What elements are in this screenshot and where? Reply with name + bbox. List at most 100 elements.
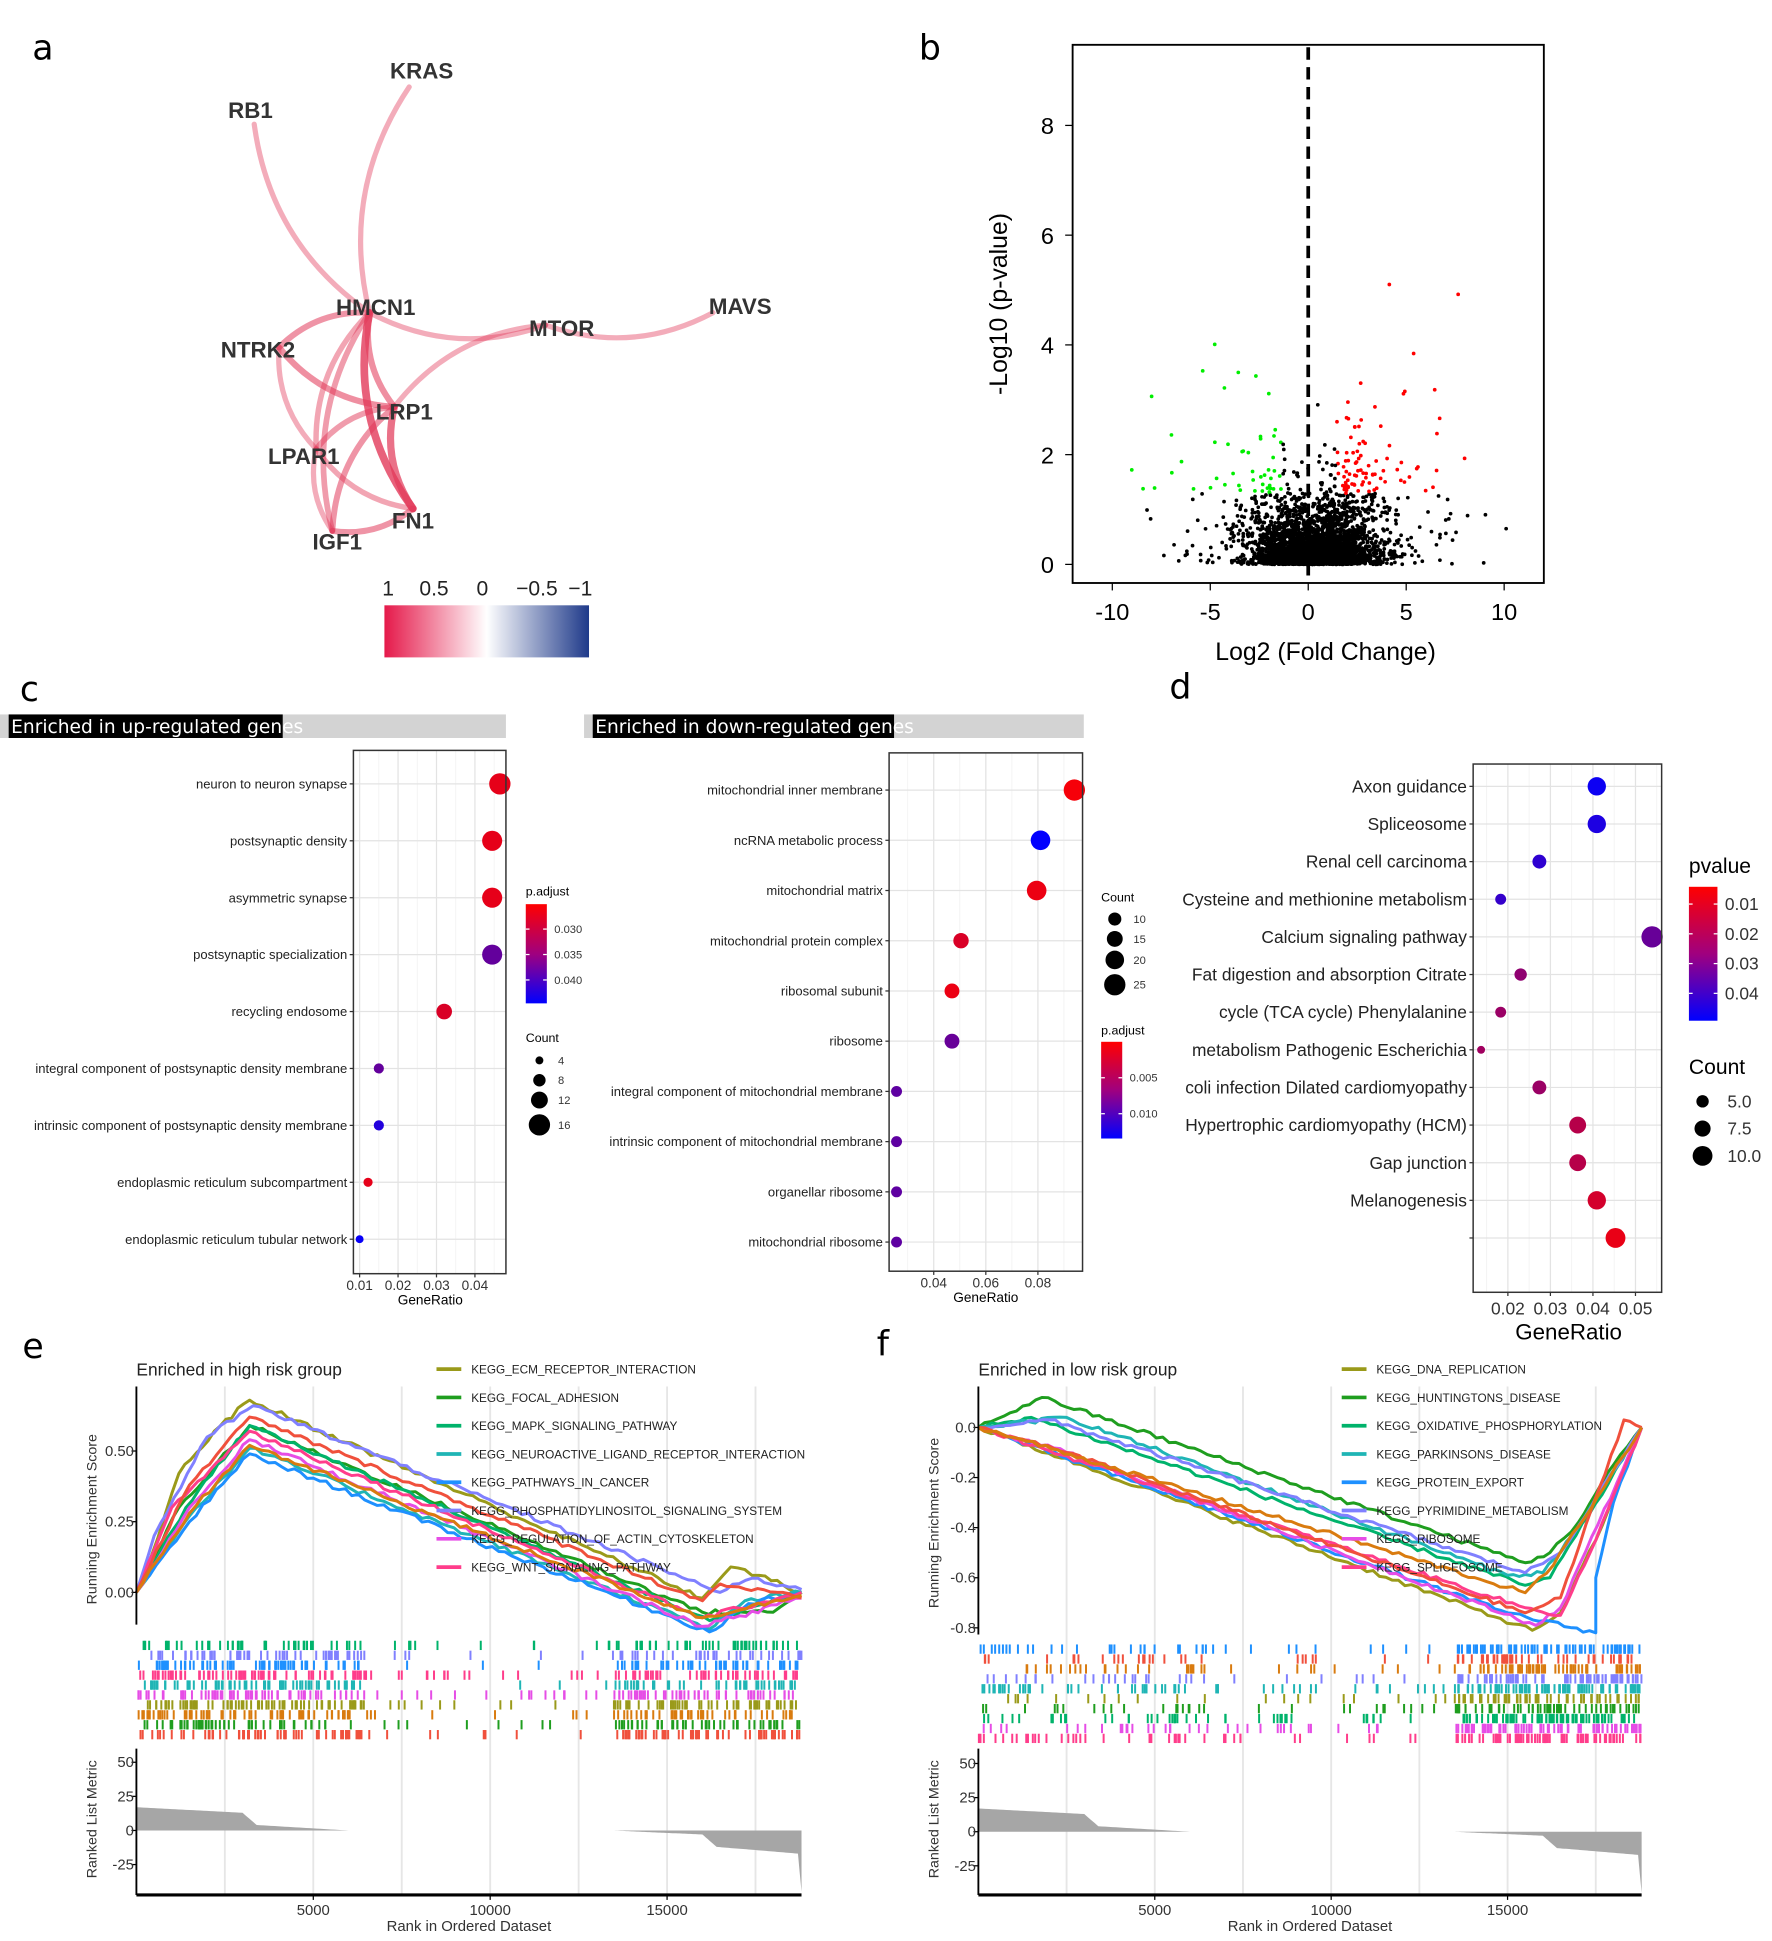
volcano-point <box>1356 456 1361 461</box>
volcano-point <box>1383 510 1388 514</box>
volcano-point <box>1448 511 1453 516</box>
x-tick-label: -10 <box>1095 599 1129 625</box>
volcano-point <box>1352 534 1357 539</box>
enrichment-curve <box>134 1404 803 1594</box>
volcano-point <box>1238 488 1243 492</box>
volcano-point <box>1250 496 1254 501</box>
network-edge <box>366 310 549 342</box>
volcano-point <box>1266 391 1271 396</box>
term-label: integral component of mitochondrial memb… <box>611 1084 883 1099</box>
volcano-point <box>1446 517 1451 521</box>
network-edge <box>357 84 412 316</box>
volcano-point <box>1195 518 1200 523</box>
volcano-point <box>1391 553 1395 557</box>
volcano-point <box>1273 538 1277 543</box>
size-legend-label: 20 <box>1133 955 1145 967</box>
volcano-point <box>1410 545 1415 550</box>
volcano-point <box>1423 488 1428 493</box>
y-axis-title: Running Enrichment Score <box>85 1434 101 1604</box>
volcano-point <box>1359 513 1363 518</box>
volcano-point <box>1273 559 1277 563</box>
volcano-point <box>1409 535 1414 540</box>
volcano-point <box>1358 453 1363 458</box>
volcano-point <box>1483 512 1488 517</box>
volcano-point <box>1270 540 1274 544</box>
enrichment-curve <box>135 1415 802 1603</box>
volcano-point <box>1325 542 1329 547</box>
volcano-point <box>1356 468 1360 473</box>
volcano-point <box>1321 551 1325 556</box>
volcano-point <box>1331 522 1336 527</box>
size-legend-label: 8 <box>558 1075 564 1087</box>
volcano-point <box>1229 544 1234 549</box>
volcano-point <box>1399 460 1404 465</box>
volcano-point <box>1445 497 1450 502</box>
volcano-point <box>1279 487 1283 491</box>
term-dot <box>482 830 503 851</box>
volcano-point <box>1354 531 1358 536</box>
volcano-point <box>1410 553 1414 558</box>
term-label: Renal cell carcinoma <box>1306 852 1467 872</box>
volcano-point <box>1323 560 1328 565</box>
volcano-point <box>1333 463 1338 468</box>
volcano-point <box>1276 554 1281 559</box>
volcano-point <box>1293 525 1298 529</box>
volcano-point <box>1335 450 1340 455</box>
volcano-point <box>1334 562 1338 567</box>
volcano-point <box>1311 526 1316 531</box>
volcano-point <box>1454 530 1458 535</box>
volcano-point <box>1293 531 1298 535</box>
term-dot <box>891 1136 902 1148</box>
size-legend-label: 16 <box>558 1120 570 1132</box>
volcano-point <box>1337 503 1341 507</box>
volcano-point <box>1317 516 1322 520</box>
volcano-point <box>1226 442 1230 447</box>
term-label: mitochondrial ribosome <box>748 1235 883 1250</box>
size-legend-label: 10 <box>1133 914 1145 926</box>
x-tick-label: 0.04 <box>920 1275 947 1290</box>
volcano-point <box>1228 536 1232 541</box>
volcano-point <box>1372 488 1377 492</box>
volcano-point <box>1272 469 1277 473</box>
volcano-point <box>1236 532 1241 536</box>
volcano-point <box>1367 481 1372 485</box>
volcano-point <box>1331 561 1336 566</box>
volcano-point <box>1359 418 1364 422</box>
volcano-point <box>1456 292 1461 297</box>
volcano-point <box>1224 546 1229 551</box>
term-dot <box>944 983 960 999</box>
volcano-point <box>1395 467 1400 472</box>
y-axis-title: -Log10 (p-value) <box>986 213 1013 395</box>
volcano-point <box>1242 515 1247 520</box>
term-dot <box>1514 968 1527 981</box>
volcano-point <box>1141 486 1145 491</box>
volcano-point <box>1399 544 1404 548</box>
x-axis-title: GeneRatio <box>953 1290 1018 1305</box>
volcano-point <box>1256 554 1261 558</box>
go-dotplot-up: Enriched in up-regulated genes neuron to … <box>0 714 582 1308</box>
volcano-point <box>1272 434 1276 438</box>
volcano-point <box>1332 484 1337 489</box>
volcano-point <box>1413 561 1417 565</box>
volcano-point <box>1362 507 1367 512</box>
volcano-point <box>1339 516 1344 521</box>
term-dot <box>1641 926 1663 948</box>
volcano-point <box>1283 520 1288 525</box>
volcano-point <box>1411 351 1416 356</box>
size-legend-dot <box>1104 974 1126 996</box>
volcano-point <box>1176 559 1181 563</box>
volcano-point <box>1252 552 1257 556</box>
volcano-point <box>1382 557 1387 561</box>
volcano-point <box>1205 560 1210 565</box>
volcano-point <box>1223 482 1227 487</box>
volcano-point <box>1240 553 1245 558</box>
volcano-point <box>1367 505 1371 510</box>
term-label: asymmetric synapse <box>229 890 348 905</box>
color-legend-bar <box>1688 886 1718 1021</box>
volcano-point <box>1324 460 1329 465</box>
enrichment-curve <box>135 1398 802 1600</box>
volcano-point <box>1392 556 1396 560</box>
colorbar-tick-label: −0.5 <box>516 577 558 600</box>
volcano-point <box>1311 504 1315 509</box>
volcano-point <box>1220 540 1225 545</box>
